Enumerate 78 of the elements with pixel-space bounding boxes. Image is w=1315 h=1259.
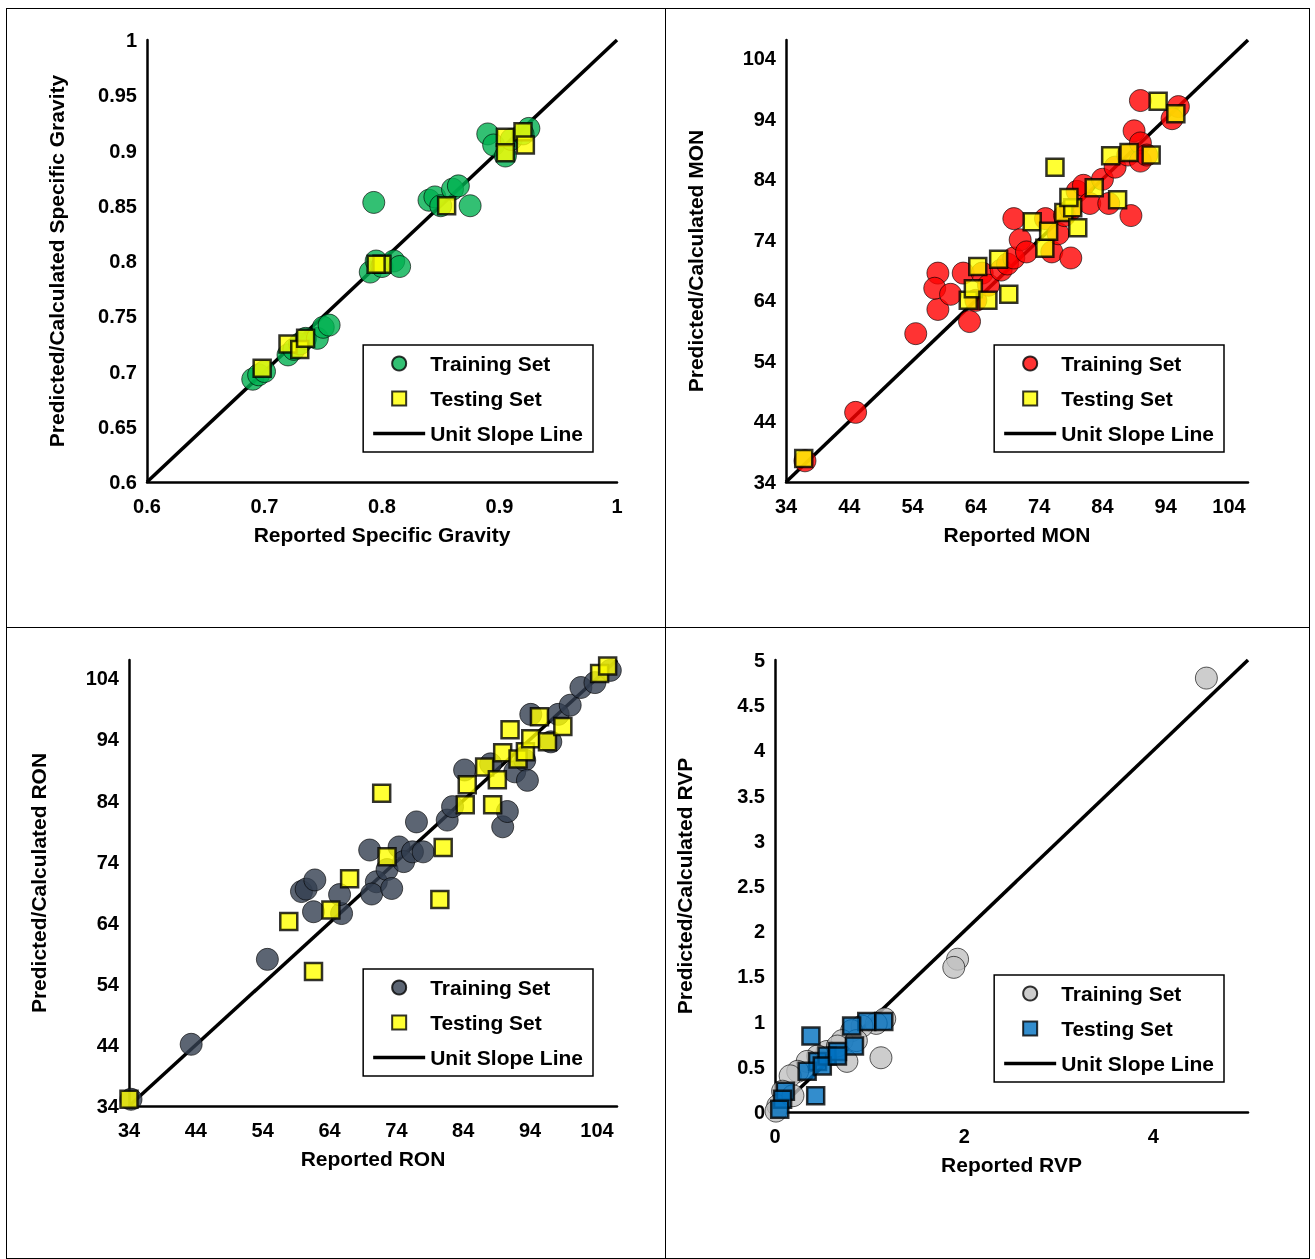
y-tick-label: 1.5 bbox=[737, 965, 765, 988]
x-tick-label: 0.9 bbox=[485, 495, 514, 517]
y-tick-label: 104 bbox=[742, 47, 777, 70]
x-tick-label: 34 bbox=[774, 495, 798, 517]
x-axis-title: Reported RVP bbox=[941, 1153, 1082, 1176]
x-tick-label: 44 bbox=[838, 495, 862, 517]
x-tick-label: 64 bbox=[318, 1119, 342, 1141]
y-tick-label: 0.8 bbox=[109, 250, 137, 272]
legend-label: Training Set bbox=[430, 352, 551, 375]
legend-label: Testing Set bbox=[430, 1011, 542, 1034]
legend-label: Testing Set bbox=[430, 387, 542, 410]
y-tick-label: 1 bbox=[125, 29, 137, 51]
x-tick-label: 54 bbox=[901, 495, 925, 517]
y-tick-label: 0.6 bbox=[109, 471, 137, 493]
y-tick-label: 2 bbox=[753, 920, 765, 943]
y-tick-label: 0.65 bbox=[98, 415, 137, 438]
y-tick-label: 54 bbox=[753, 349, 777, 372]
x-axis-title: Reported RON bbox=[300, 1147, 446, 1170]
y-tick-label: 0.85 bbox=[98, 194, 137, 217]
y-tick-label: 44 bbox=[753, 410, 777, 433]
legend-label: Unit Slope Line bbox=[1061, 422, 1215, 445]
x-tick-label: 84 bbox=[452, 1119, 476, 1141]
x-axis-title: Reported Specific Gravity bbox=[253, 523, 511, 546]
y-tick-label: 84 bbox=[96, 789, 120, 812]
y-axis-title: Predicted/Calculated RON bbox=[27, 752, 50, 1014]
x-tick-label: 44 bbox=[184, 1119, 208, 1141]
y-axis-title: Predicted/Calculated MON bbox=[684, 129, 707, 393]
y-axis-title: Predicted/Calculated RVP bbox=[673, 757, 696, 1015]
legend-label: Testing Set bbox=[1061, 1017, 1173, 1040]
x-tick-label: 84 bbox=[1091, 495, 1115, 517]
y-tick-label: 3 bbox=[753, 829, 765, 852]
x-tick-label: 1 bbox=[611, 495, 623, 517]
y-tick-label: 104 bbox=[85, 667, 120, 690]
y-axis-title: Predicted/Calculated Specific Gravity bbox=[45, 74, 68, 448]
x-tick-label: 74 bbox=[385, 1119, 409, 1141]
y-tick-label: 74 bbox=[753, 228, 777, 251]
x-tick-label: 54 bbox=[251, 1119, 275, 1141]
x-axis-title: Reported MON bbox=[943, 523, 1091, 546]
y-tick-label: 64 bbox=[753, 289, 777, 312]
x-tick-label: 64 bbox=[964, 495, 988, 517]
y-tick-label: 84 bbox=[753, 168, 777, 191]
x-tick-label: 104 bbox=[580, 1119, 615, 1141]
y-tick-label: 0.7 bbox=[109, 360, 137, 383]
legend-label: Unit Slope Line bbox=[430, 422, 584, 445]
y-tick-label: 54 bbox=[96, 972, 120, 995]
legend-label: Training Set bbox=[1061, 982, 1182, 1005]
legend-label: Training Set bbox=[430, 976, 551, 999]
y-tick-label: 74 bbox=[96, 850, 120, 873]
y-tick-label: 1 bbox=[753, 1010, 765, 1033]
y-tick-label: 0.5 bbox=[737, 1055, 765, 1078]
y-tick-label: 0.9 bbox=[109, 139, 137, 162]
legend-label: Unit Slope Line bbox=[430, 1046, 584, 1069]
y-tick-label: 0.75 bbox=[98, 305, 137, 328]
x-tick-label: 94 bbox=[1154, 495, 1178, 517]
x-tick-label: 2 bbox=[958, 1125, 970, 1147]
y-tick-label: 34 bbox=[753, 471, 777, 493]
y-tick-label: 5 bbox=[753, 649, 765, 671]
x-tick-label: 94 bbox=[518, 1119, 543, 1141]
y-tick-label: 44 bbox=[96, 1033, 120, 1056]
y-tick-label: 3.5 bbox=[737, 784, 765, 807]
legend-label: Training Set bbox=[1061, 352, 1182, 375]
y-tick-label: 64 bbox=[96, 911, 120, 934]
legend-label: Unit Slope Line bbox=[1061, 1052, 1215, 1075]
y-tick-label: 0.95 bbox=[98, 84, 137, 107]
y-tick-label: 0 bbox=[753, 1101, 765, 1123]
y-tick-label: 94 bbox=[753, 107, 777, 130]
y-tick-label: 4 bbox=[753, 739, 766, 762]
x-tick-label: 4 bbox=[1147, 1125, 1160, 1147]
x-tick-label: 0.7 bbox=[250, 495, 279, 517]
y-tick-label: 4.5 bbox=[737, 694, 765, 717]
y-tick-label: 34 bbox=[96, 1095, 120, 1117]
legend-label: Testing Set bbox=[1061, 387, 1173, 410]
x-tick-label: 74 bbox=[1028, 495, 1052, 517]
x-tick-label: 104 bbox=[1212, 495, 1247, 517]
x-tick-label: 0.6 bbox=[133, 495, 161, 517]
x-tick-label: 0.8 bbox=[368, 495, 396, 517]
y-tick-label: 2.5 bbox=[737, 875, 765, 897]
y-tick-label: 94 bbox=[96, 728, 120, 751]
